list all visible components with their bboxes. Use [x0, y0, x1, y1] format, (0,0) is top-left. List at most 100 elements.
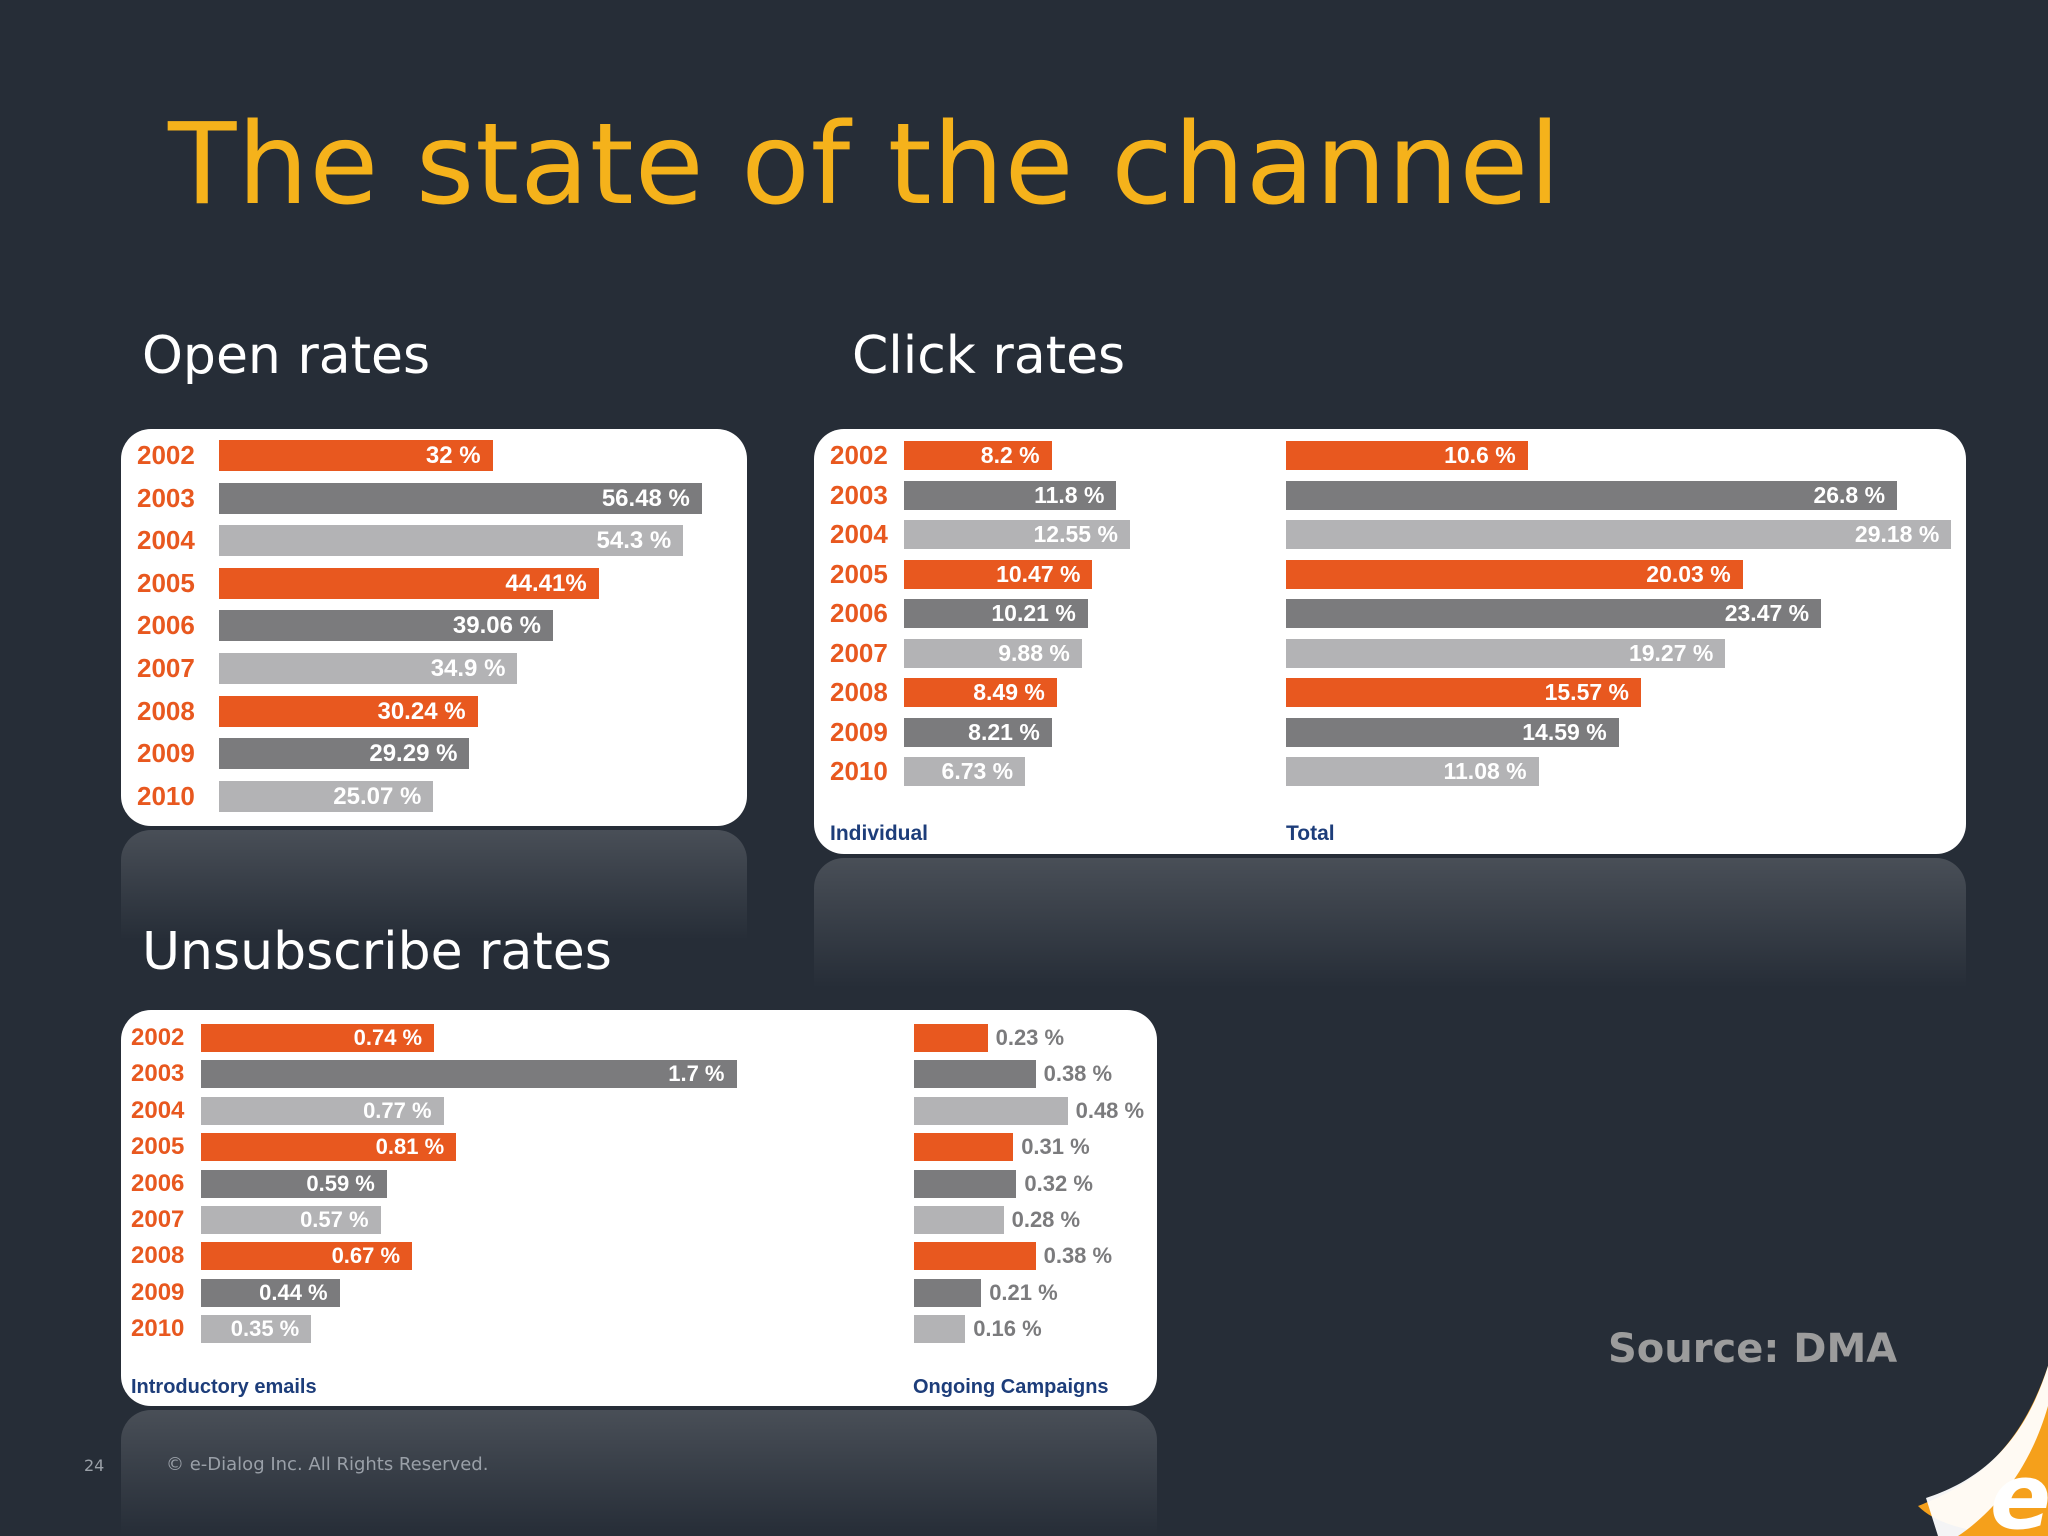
value-label: 29.29 %	[369, 740, 458, 768]
bar	[904, 441, 1052, 470]
bar	[914, 1278, 982, 1307]
value-label: 0.67 %	[331, 1243, 401, 1269]
bar	[1286, 717, 1619, 747]
year-label: 2009	[830, 716, 888, 747]
bar	[201, 1242, 413, 1271]
bar	[914, 1060, 1036, 1089]
value-label: 32 %	[425, 442, 481, 469]
year-label: 2006	[830, 598, 888, 628]
value-label: 0.38 %	[1043, 1243, 1113, 1269]
individual-label: Individual	[830, 822, 929, 845]
value-label: 8.2 %	[980, 442, 1040, 468]
value-label: 8.21 %	[968, 718, 1040, 745]
value-label: 0.77 %	[363, 1097, 432, 1123]
value-label: 0.48 %	[1075, 1097, 1145, 1123]
bar	[904, 559, 1093, 589]
bar	[904, 480, 1117, 510]
source-note: Source: DMA	[1608, 1326, 1898, 1372]
year-label: 2005	[137, 567, 195, 598]
slide-title: The state of the channel	[168, 100, 1562, 230]
value-label: 14.59 %	[1522, 718, 1607, 745]
open-rates-title: Open rates	[142, 326, 431, 386]
bar	[904, 599, 1088, 628]
value-label: 0.59 %	[306, 1170, 375, 1196]
year-label: 2009	[131, 1278, 185, 1306]
bar	[914, 1169, 1017, 1198]
value-label: 0.16 %	[973, 1316, 1042, 1342]
year-label: 2010	[830, 756, 888, 786]
click-rates-title: Click rates	[852, 326, 1126, 386]
unsubscribe-rates-title: Unsubscribe rates	[142, 922, 612, 982]
value-label: 19.27 %	[1628, 639, 1714, 666]
value-label: 30.24 %	[377, 697, 466, 725]
year-label: 2005	[131, 1133, 185, 1161]
value-label: 0.38 %	[1043, 1061, 1113, 1087]
year-label: 2002	[137, 440, 195, 470]
page-number: 24	[84, 1456, 105, 1475]
value-label: 12.55 %	[1033, 521, 1118, 547]
year-label: 2003	[830, 479, 888, 510]
value-label: 10.6 %	[1444, 442, 1516, 468]
bar	[201, 1024, 435, 1052]
year-label: 2006	[131, 1169, 185, 1197]
value-label: 39.06 %	[452, 612, 541, 640]
bar	[219, 695, 478, 727]
bar	[914, 1242, 1036, 1271]
year-label: 2007	[830, 637, 888, 668]
bar	[219, 610, 553, 642]
bar	[1286, 599, 1822, 628]
value-label: 26.8 %	[1813, 481, 1886, 508]
introductory-emails-label: Introductory emails	[131, 1376, 317, 1398]
year-label: 2004	[137, 525, 195, 556]
year-label: 2010	[137, 780, 195, 811]
bar	[219, 525, 684, 557]
year-label: 2008	[830, 677, 888, 707]
bar	[201, 1060, 737, 1089]
bar	[914, 1133, 1014, 1162]
value-label: 10.21 %	[991, 600, 1076, 626]
bar	[914, 1096, 1068, 1125]
value-label: 56.48 %	[601, 484, 690, 512]
value-label: 0.28 %	[1011, 1207, 1081, 1232]
bar	[1286, 638, 1726, 668]
value-label: 20.03 %	[1646, 560, 1731, 587]
value-label: 0.44 %	[259, 1279, 328, 1305]
year-label: 2005	[830, 558, 888, 589]
bar	[201, 1169, 387, 1198]
year-label: 2004	[131, 1096, 185, 1124]
value-label: 1.7 %	[668, 1061, 725, 1087]
year-label: 2002	[131, 1024, 185, 1051]
copyright-notice: © e-Dialog Inc. All Rights Reserved.	[166, 1454, 489, 1475]
value-label: 8.49 %	[973, 679, 1045, 705]
bar	[219, 482, 702, 514]
bar	[1286, 480, 1898, 510]
bar	[914, 1024, 988, 1052]
value-label: 44.41%	[505, 569, 587, 597]
value-label: 0.21 %	[989, 1279, 1058, 1305]
bar	[904, 638, 1082, 668]
e-dialog-logo-icon: e	[1918, 1366, 2048, 1536]
year-label: 2006	[137, 610, 195, 641]
svg-text:e: e	[1990, 1445, 2048, 1536]
click-rates-reflection	[814, 858, 1966, 988]
bar	[904, 520, 1130, 549]
year-label: 2009	[137, 738, 195, 769]
value-label: 34.9 %	[430, 655, 506, 682]
value-label: 6.73 %	[941, 758, 1014, 784]
value-label: 25.07 %	[333, 782, 422, 810]
bar	[914, 1206, 1004, 1234]
value-label: 0.74 %	[353, 1025, 423, 1050]
bar	[1286, 520, 1952, 549]
bar	[219, 440, 493, 471]
year-label: 2003	[137, 482, 195, 513]
bar	[201, 1206, 381, 1234]
value-label: 0.81 %	[375, 1134, 445, 1160]
value-label: 54.3 %	[596, 527, 672, 555]
bar	[914, 1315, 966, 1344]
year-label: 2010	[131, 1315, 185, 1343]
ongoing-campaigns-label: Ongoing Campaigns	[913, 1376, 1109, 1398]
bar	[1286, 441, 1528, 470]
value-label: 0.57 %	[300, 1207, 369, 1232]
value-label: 0.32 %	[1024, 1170, 1093, 1196]
bar	[219, 653, 518, 684]
